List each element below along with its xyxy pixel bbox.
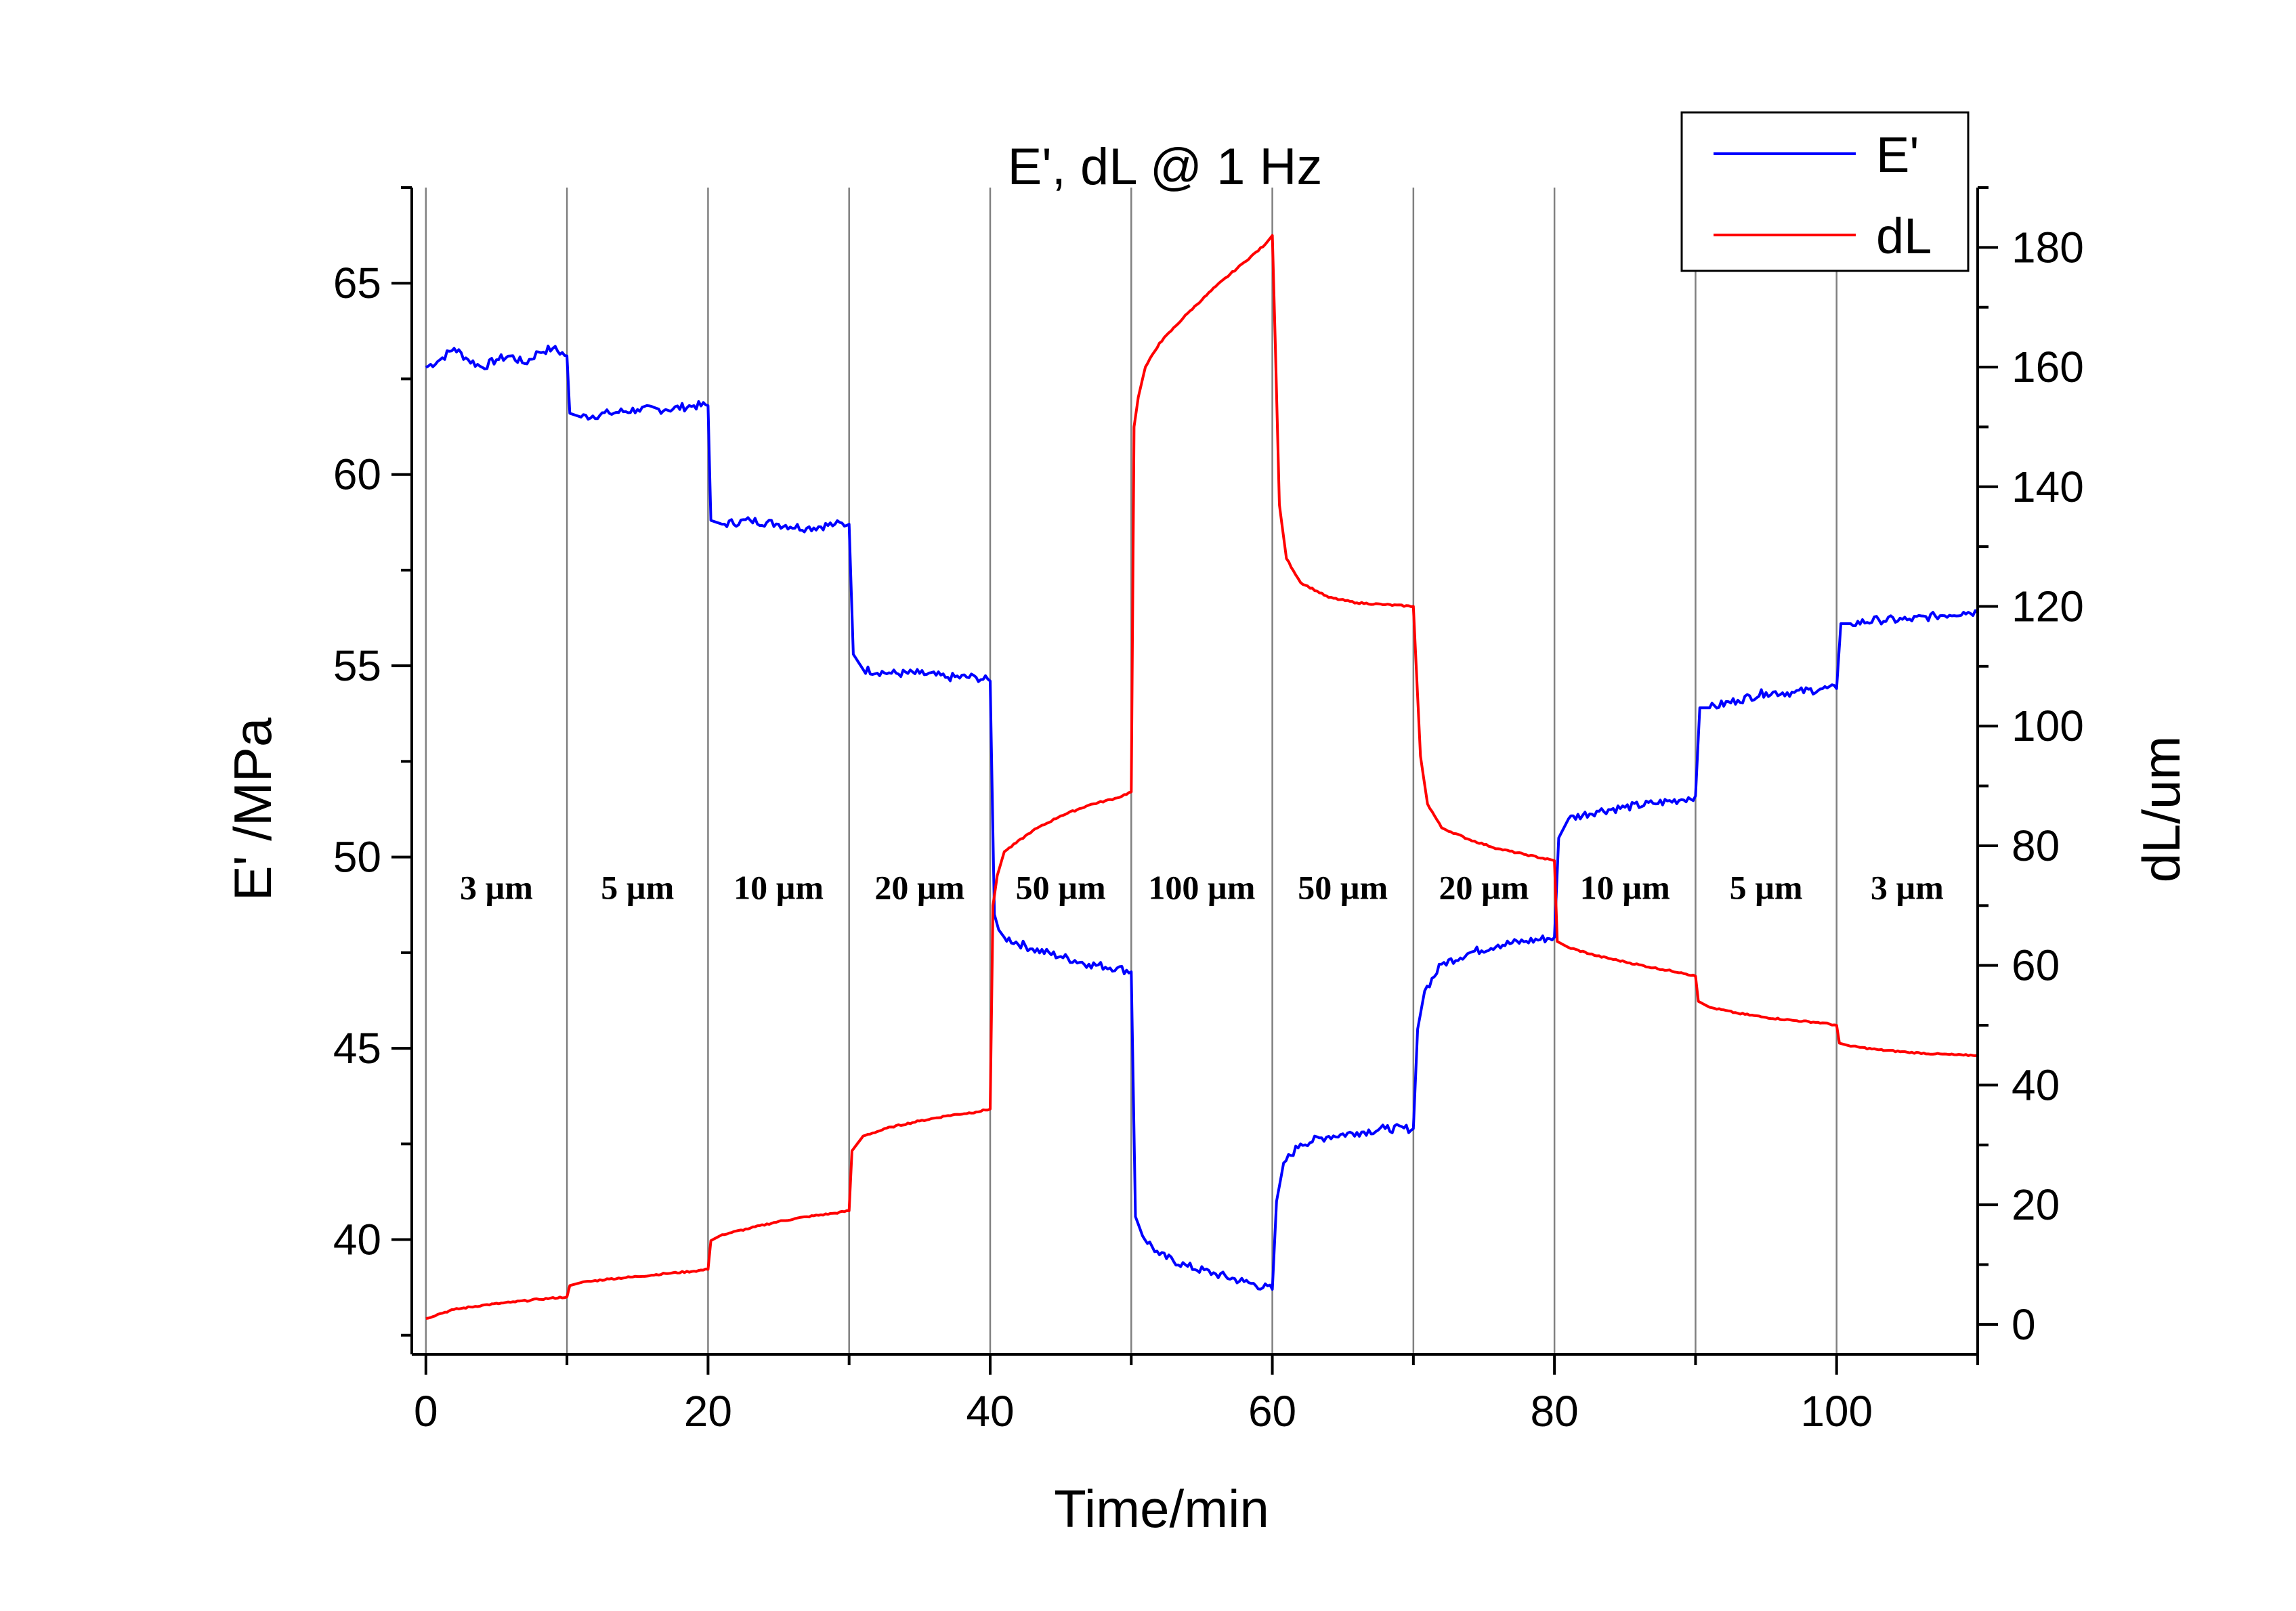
step-label-7: 20 µm bbox=[1439, 869, 1529, 907]
legend: E' dL bbox=[1680, 111, 1970, 272]
axes: 0 20 40 60 80 100 40 45 50 55 60 65 0 20 40 60 80 100 120 1… bbox=[333, 186, 2084, 1436]
y-right-tick-label-40: 40 bbox=[2012, 1060, 2060, 1109]
y-right-tick-label-160: 160 bbox=[2012, 343, 2084, 391]
x-axis-title: Time/min bbox=[1054, 1479, 1269, 1539]
y-axis-left-title: E' /MPa bbox=[223, 717, 282, 901]
step-label-6: 50 µm bbox=[1298, 869, 1388, 907]
x-tick-label-0: 0 bbox=[414, 1387, 438, 1436]
step-label-10: 3 µm bbox=[1871, 869, 1944, 907]
y-right-tick-label-0: 0 bbox=[2012, 1300, 2036, 1349]
step-label-4: 50 µm bbox=[1016, 869, 1106, 907]
x-tick-label-100: 100 bbox=[1800, 1387, 1873, 1436]
x-tick-label-20: 20 bbox=[684, 1387, 732, 1436]
chart-title: E', dL @ 1 Hz bbox=[1008, 138, 1323, 196]
step-label-2: 10 µm bbox=[734, 869, 824, 907]
y-left-tick-label-55: 55 bbox=[333, 641, 381, 690]
y-left-tick-label-65: 65 bbox=[333, 259, 381, 307]
y-left-tick-label-40: 40 bbox=[333, 1216, 381, 1264]
y-right-tick-label-80: 80 bbox=[2012, 821, 2060, 870]
y-right-tick-label-20: 20 bbox=[2012, 1180, 2060, 1229]
series-line-e-prime bbox=[425, 344, 1979, 1291]
legend-label-e-prime: E' bbox=[1876, 127, 1919, 183]
x-tick-label-80: 80 bbox=[1531, 1387, 1579, 1436]
step-label-9: 5 µm bbox=[1730, 869, 1803, 907]
series-line-dl bbox=[425, 234, 1978, 1320]
legend-label-dl: dL bbox=[1876, 208, 1932, 264]
series-lines bbox=[425, 234, 1979, 1320]
x-tick-label-60: 60 bbox=[1248, 1387, 1296, 1436]
y-right-tick-label-100: 100 bbox=[2012, 702, 2084, 750]
step-annotations: 3 µm 5 µm 10 µm 20 µm 50 µm 100 µm 50 µm 20 µm 1… bbox=[460, 869, 1944, 907]
step-label-1: 5 µm bbox=[601, 869, 674, 907]
y-left-tick-label-45: 45 bbox=[333, 1024, 381, 1073]
legend-box bbox=[1680, 111, 1970, 272]
y-right-tick-label-180: 180 bbox=[2012, 223, 2084, 272]
y-right-tick-label-60: 60 bbox=[2012, 941, 2060, 990]
y-right-tick-label-120: 120 bbox=[2012, 582, 2084, 631]
step-label-5: 100 µm bbox=[1148, 869, 1255, 907]
x-tick-label-40: 40 bbox=[966, 1387, 1014, 1436]
step-label-8: 10 µm bbox=[1580, 869, 1670, 907]
y-right-tick-label-140: 140 bbox=[2012, 463, 2084, 511]
step-label-3: 20 µm bbox=[874, 869, 964, 907]
y-axis-right-title: dL/um bbox=[2131, 736, 2191, 883]
step-label-0: 3 µm bbox=[460, 869, 533, 907]
y-left-tick-label-60: 60 bbox=[333, 450, 381, 499]
y-left-tick-label-50: 50 bbox=[333, 833, 381, 882]
